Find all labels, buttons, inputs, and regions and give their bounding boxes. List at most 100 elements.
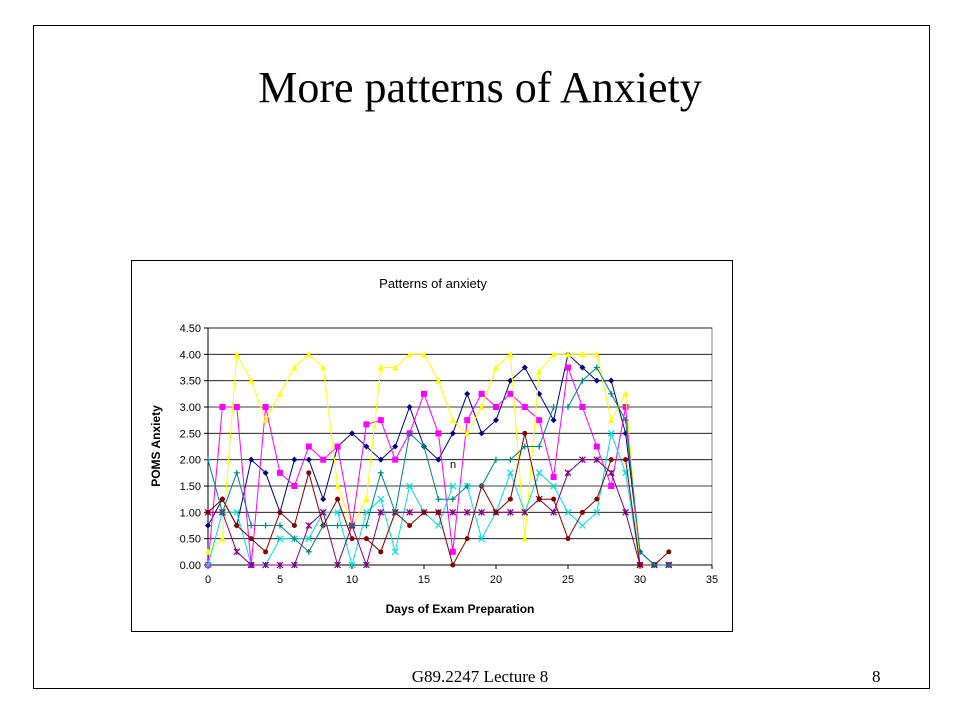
data-point xyxy=(608,416,615,424)
data-point xyxy=(478,430,485,437)
data-point xyxy=(565,536,571,542)
data-point xyxy=(551,496,557,502)
data-point xyxy=(262,561,270,569)
data-point xyxy=(464,536,470,542)
y-tick-label: 4.00 xyxy=(180,349,201,361)
data-point xyxy=(262,404,269,410)
data-point xyxy=(665,562,672,568)
data-point xyxy=(521,508,529,516)
data-point xyxy=(362,508,370,516)
data-point xyxy=(593,377,600,384)
data-point xyxy=(593,364,600,371)
data-point xyxy=(334,443,341,450)
data-point xyxy=(320,456,327,463)
data-point xyxy=(247,561,255,569)
data-point xyxy=(463,508,471,516)
y-tick-label: 0.50 xyxy=(180,534,201,546)
data-point xyxy=(521,404,528,410)
data-point xyxy=(607,469,615,477)
data-point xyxy=(233,548,241,556)
data-point xyxy=(651,562,658,568)
data-point xyxy=(522,430,528,436)
data-point xyxy=(262,522,269,529)
y-tick-label: 1.50 xyxy=(180,481,201,493)
data-point xyxy=(363,443,370,450)
footer-lecture: G89.2247 Lecture 8 xyxy=(411,667,549,686)
data-point xyxy=(421,509,427,515)
data-point xyxy=(464,429,471,437)
data-point xyxy=(579,377,586,384)
data-point xyxy=(493,456,499,463)
line-chart: 0.00 0.50 1.00 1.50 2.00 2.50 3.00 3.50 4.00 4.50… xyxy=(149,276,718,616)
data-point xyxy=(219,535,226,542)
data-point xyxy=(493,404,499,410)
data-point xyxy=(449,508,457,516)
data-point xyxy=(493,509,499,515)
data-point xyxy=(579,364,586,371)
data-point xyxy=(334,482,341,489)
data-point xyxy=(335,496,341,502)
data-point xyxy=(391,548,399,556)
data-point xyxy=(550,350,557,358)
data-point xyxy=(377,456,384,463)
data-point xyxy=(406,430,413,437)
data-point xyxy=(464,417,471,424)
data-point xyxy=(378,549,384,555)
data-point xyxy=(334,522,341,529)
data-point xyxy=(622,404,629,410)
series-7 xyxy=(205,364,672,568)
data-point xyxy=(435,456,442,463)
data-point xyxy=(421,390,427,397)
data-point xyxy=(291,535,298,542)
data-point xyxy=(521,443,528,450)
data-point xyxy=(377,508,385,516)
data-point xyxy=(263,549,269,555)
data-point xyxy=(450,562,456,568)
data-point xyxy=(449,482,457,490)
data-point xyxy=(535,469,543,477)
data-point xyxy=(550,474,557,481)
data-point xyxy=(233,350,240,358)
data-point xyxy=(593,456,601,464)
data-point xyxy=(377,364,384,371)
data-point xyxy=(536,496,542,502)
y-tick-label: 0.00 xyxy=(180,560,201,572)
data-point xyxy=(276,535,284,543)
data-point xyxy=(320,496,327,503)
data-point xyxy=(593,350,600,358)
data-point xyxy=(579,404,586,410)
page-number: 8 xyxy=(872,667,881,686)
data-point xyxy=(478,483,485,489)
data-point xyxy=(248,536,254,542)
y-tick-label: 2.50 xyxy=(180,428,201,440)
data-point xyxy=(305,535,313,543)
data-point xyxy=(435,509,441,515)
data-point xyxy=(564,469,572,477)
y-axis-label: POMS Anxiety xyxy=(149,405,163,487)
data-point xyxy=(594,496,600,502)
data-point xyxy=(334,561,342,569)
slide-title: More patterns of Anxiety xyxy=(258,63,702,112)
data-point xyxy=(219,404,226,410)
y-tick-label: 3.50 xyxy=(180,376,201,388)
data-point xyxy=(507,496,513,502)
data-point xyxy=(277,469,283,476)
data-point xyxy=(421,443,427,450)
data-point xyxy=(506,469,514,477)
data-point xyxy=(205,456,211,463)
data-point xyxy=(377,417,384,424)
data-point xyxy=(262,469,269,476)
data-point xyxy=(507,350,514,358)
data-point xyxy=(565,404,571,410)
data-point xyxy=(608,457,614,463)
data-point xyxy=(435,377,442,384)
chart-annotation: n xyxy=(450,459,456,471)
data-point xyxy=(478,403,485,410)
data-point xyxy=(564,508,572,516)
data-point xyxy=(291,364,298,371)
data-point xyxy=(233,404,240,410)
x-tick-label: 35 xyxy=(706,574,718,586)
data-point xyxy=(478,535,486,543)
x-tick-label: 5 xyxy=(277,574,283,586)
data-point xyxy=(205,548,211,555)
